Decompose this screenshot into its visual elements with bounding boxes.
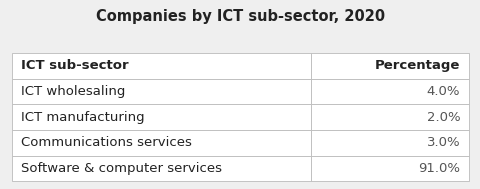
Text: ICT sub-sector: ICT sub-sector — [21, 59, 128, 72]
Bar — [12, 130, 311, 156]
Bar — [311, 130, 468, 156]
Text: 3.0%: 3.0% — [426, 136, 459, 149]
Text: 2.0%: 2.0% — [426, 111, 459, 124]
Text: Percentage: Percentage — [374, 59, 459, 72]
Bar — [311, 53, 468, 79]
Text: 4.0%: 4.0% — [426, 85, 459, 98]
Text: Companies by ICT sub-sector, 2020: Companies by ICT sub-sector, 2020 — [96, 9, 384, 23]
Bar — [12, 79, 311, 104]
Text: 91.0%: 91.0% — [418, 162, 459, 175]
Bar — [311, 79, 468, 104]
Bar — [12, 156, 311, 181]
Text: Software & computer services: Software & computer services — [21, 162, 221, 175]
Text: Communications services: Communications services — [21, 136, 191, 149]
Text: ICT manufacturing: ICT manufacturing — [21, 111, 144, 124]
Bar — [12, 53, 311, 79]
Bar — [12, 104, 311, 130]
Bar — [311, 104, 468, 130]
Bar — [311, 156, 468, 181]
Text: ICT wholesaling: ICT wholesaling — [21, 85, 125, 98]
